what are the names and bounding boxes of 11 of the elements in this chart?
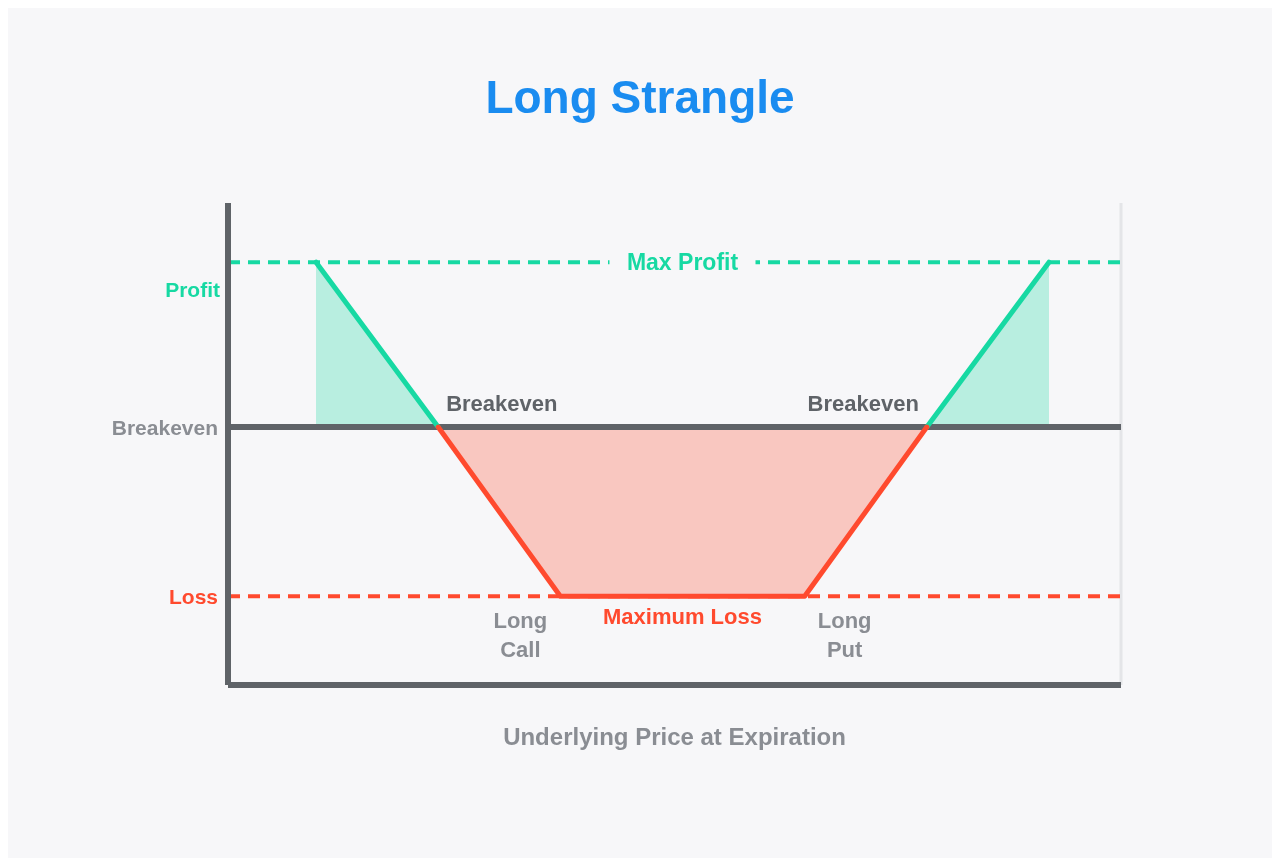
x-axis-title: Underlying Price at Expiration xyxy=(503,723,846,750)
chart-title: Long Strangle xyxy=(484,70,796,124)
annotation: Max Profit xyxy=(626,249,739,276)
annotation: Long Put xyxy=(817,608,872,663)
annotation: Breakeven xyxy=(446,391,558,417)
text: Profit xyxy=(164,278,220,302)
annotation: Breakeven xyxy=(807,391,919,417)
annotation: Long Call xyxy=(493,608,548,663)
ref-line-label: Loss xyxy=(168,585,218,609)
annotation: Maximum Loss xyxy=(603,604,762,630)
ref-line-label: Breakeven xyxy=(111,416,218,440)
